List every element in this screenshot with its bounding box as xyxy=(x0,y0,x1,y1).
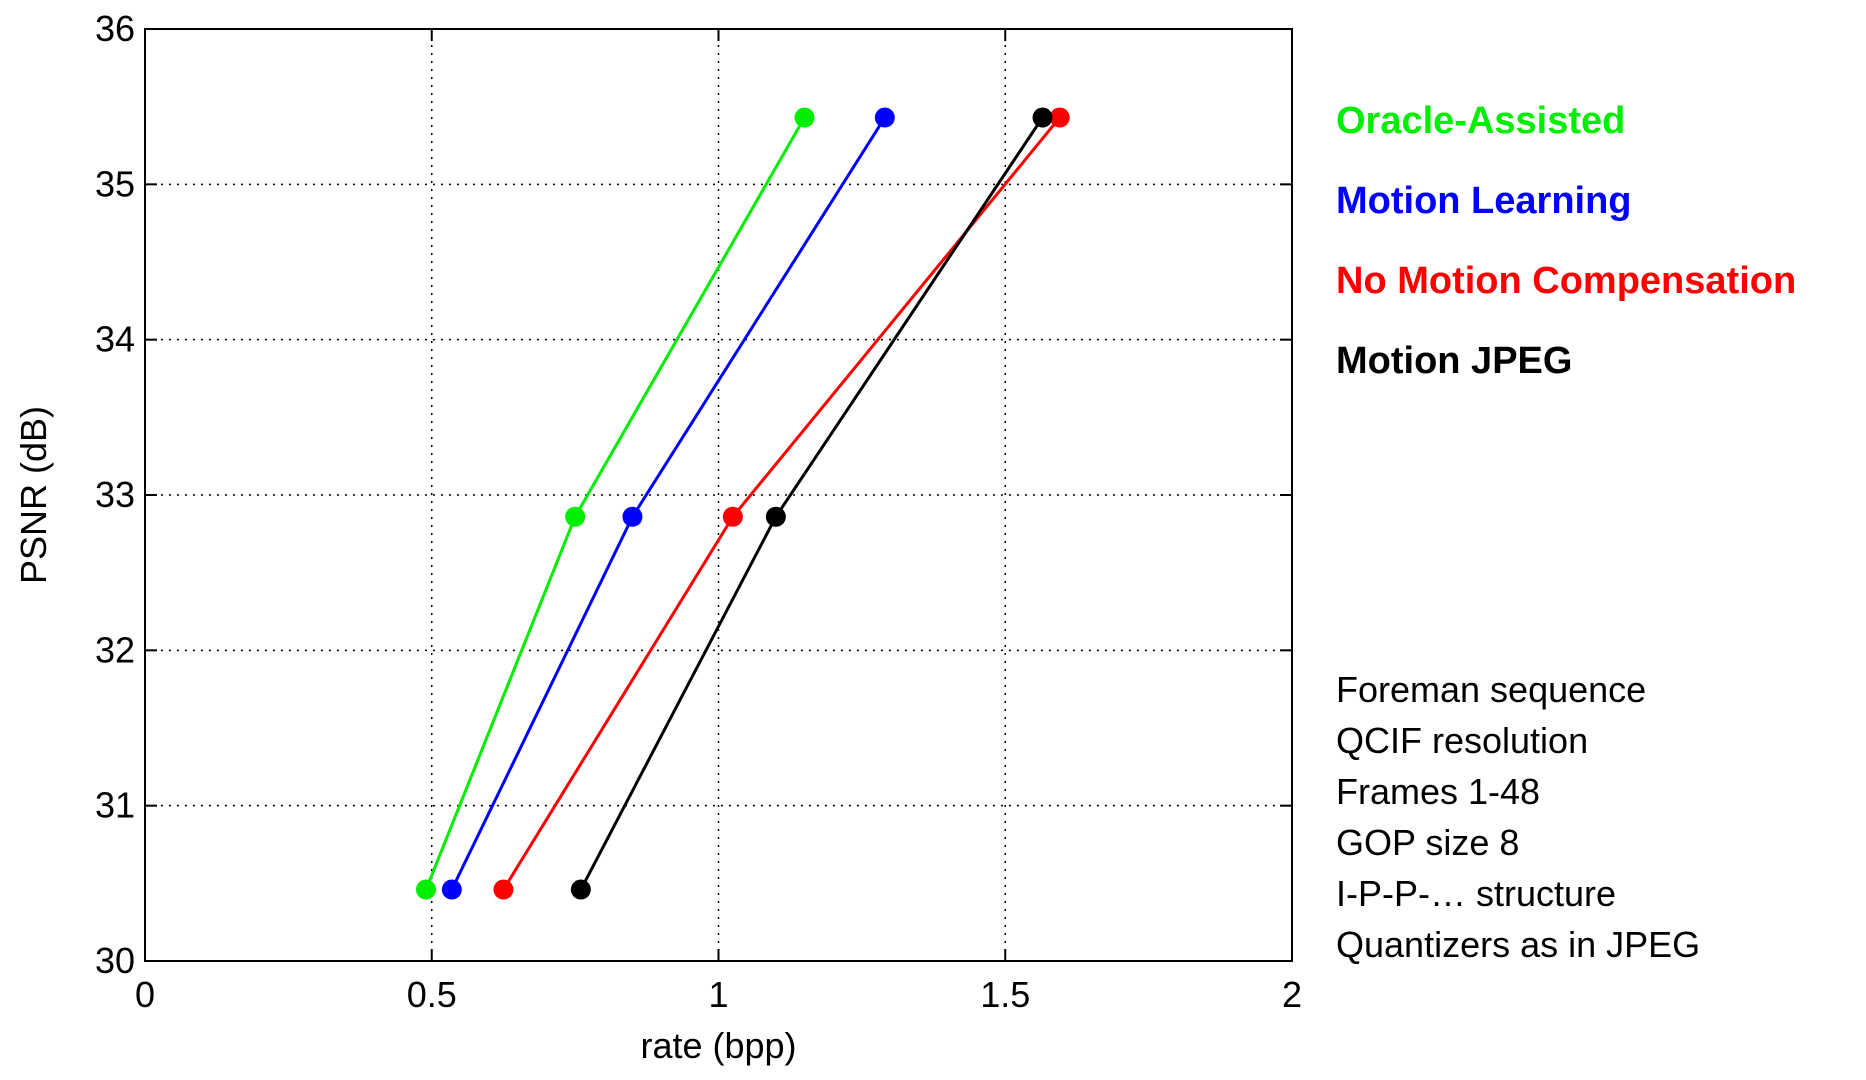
x-tick-label: 1.5 xyxy=(980,974,1030,1015)
series-line-motion-learning xyxy=(450,116,887,891)
x-tick-label: 0.5 xyxy=(407,974,457,1015)
data-point-oracle-assisted xyxy=(794,107,815,128)
data-point-motion-jpeg xyxy=(1032,107,1053,128)
y-tick-label: 30 xyxy=(95,940,135,981)
y-tick-label: 35 xyxy=(95,163,135,204)
y-axis-label: PSNR (dB) xyxy=(13,406,54,584)
y-tick-label: 34 xyxy=(95,319,135,360)
note-frames: Frames 1-48 xyxy=(1336,771,1541,812)
y-tick-label: 33 xyxy=(95,474,135,515)
data-point-motion-jpeg xyxy=(765,506,786,527)
x-axis-label: rate (bpp) xyxy=(640,1025,796,1066)
note-gop-size: GOP size 8 xyxy=(1336,822,1520,863)
x-tick-label: 2 xyxy=(1282,974,1302,1015)
x-tick-label: 0 xyxy=(135,974,155,1015)
data-point-no-motion-compensation xyxy=(722,506,743,527)
data-point-no-motion-compensation xyxy=(1049,107,1070,128)
data-point-motion-learning xyxy=(874,107,895,128)
y-tick-label: 32 xyxy=(95,629,135,670)
data-point-motion-learning xyxy=(622,506,643,527)
data-point-motion-learning xyxy=(441,879,462,900)
note-quantizers: Quantizers as in JPEG xyxy=(1336,924,1701,965)
y-tick-label: 36 xyxy=(95,8,135,49)
note-sequence: Foreman sequence xyxy=(1336,669,1647,710)
axis-ticks: 0 0.5 1 1.5 2 30 31 32 33 34 35 36 xyxy=(95,8,1302,1015)
y-tick-label: 31 xyxy=(95,785,135,826)
series-line-no-motion-compensation xyxy=(502,116,1061,891)
legend-item-motion-learning: Motion Learning xyxy=(1336,180,1632,222)
data-point-oracle-assisted xyxy=(416,879,437,900)
gridlines xyxy=(145,29,1292,961)
note-structure: I-P-P-… structure xyxy=(1336,873,1617,914)
legend-item-motion-jpeg: Motion JPEG xyxy=(1336,340,1573,382)
series-line-oracle-assisted xyxy=(424,116,806,891)
data-point-no-motion-compensation xyxy=(493,879,514,900)
note-resolution: QCIF resolution xyxy=(1336,720,1589,761)
x-tick-label: 1 xyxy=(708,974,728,1015)
data-point-oracle-assisted xyxy=(565,506,586,527)
data-point-motion-jpeg xyxy=(570,879,591,900)
series-lines xyxy=(416,107,1070,900)
legend-item-oracle-assisted: Oracle-Assisted xyxy=(1336,100,1626,142)
legend: Oracle-Assisted Motion Learning No Motio… xyxy=(1336,96,1796,416)
experiment-notes: Foreman sequence QCIF resolution Frames … xyxy=(1336,664,1700,970)
legend-item-no-motion-compensation: No Motion Compensation xyxy=(1336,260,1797,302)
